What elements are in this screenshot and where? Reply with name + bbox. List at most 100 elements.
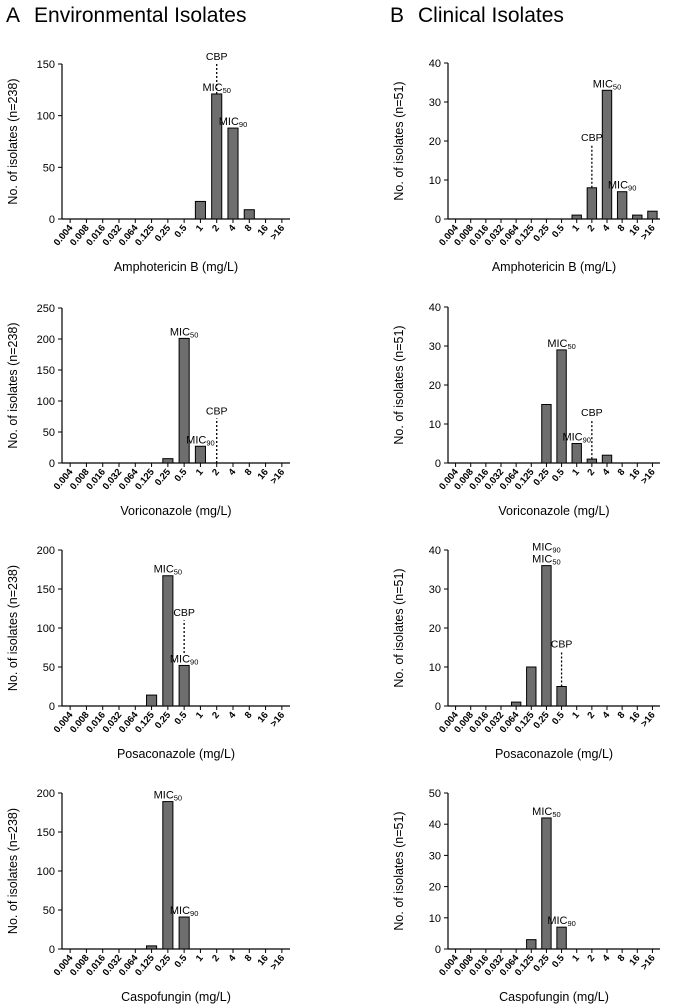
chart-env-pos-ytick-label: 150 xyxy=(37,584,55,596)
chart-env-amb-xtick-label: 4 xyxy=(226,222,238,234)
chart-cli-vor-ytick-label: 30 xyxy=(429,341,441,353)
chart-cli-pos-xtick-label: 0.5 xyxy=(550,709,567,727)
chart-env-vor-xtick-label: 2 xyxy=(210,467,222,478)
chart-cli-cas-ytick-label: 20 xyxy=(429,882,441,894)
chart-env-pos-ytick-label: 200 xyxy=(37,545,55,557)
chart-env-cas-xtick-label: 0.5 xyxy=(173,952,190,970)
chart-env-amb-x-label: Amphotericin B (mg/L) xyxy=(114,260,238,274)
chart-cli-vor-xtick-label: 1 xyxy=(570,466,582,478)
chart-cli-cas-xtick-label: 0.5 xyxy=(550,952,567,970)
chart-env-pos-bar-0.5 xyxy=(178,664,190,707)
chart-cli-vor-y-label: No. of isolates (n=51) xyxy=(392,325,406,444)
chart-env-amb-ytick-label: 50 xyxy=(43,162,55,174)
chart-cli-pos-xtick-label: 4 xyxy=(600,709,612,721)
chart-cli-amb-bar-4 xyxy=(601,89,613,220)
chart-cli-pos-bar-0.064 xyxy=(510,701,522,707)
chart-env-vor-cbp-label: CBP xyxy=(206,405,228,417)
chart-env-vor-ytick-label: 0 xyxy=(49,458,55,470)
chart-env-vor-ytick-label: 200 xyxy=(37,334,55,346)
chart-cli-amb-y-label: No. of isolates (n=51) xyxy=(392,81,406,200)
chart-cli-vor-xtick-label: 2 xyxy=(585,467,597,478)
chart-env-amb-xtick-label: 0.25 xyxy=(153,222,174,244)
panel-b-heading: B Clinical Isolates xyxy=(390,4,564,28)
chart-cli-pos-xtick-label: >16 xyxy=(639,710,658,729)
chart-env-amb-xtick-label: 2 xyxy=(210,223,222,234)
chart-env-pos-xtick-label: 1 xyxy=(194,709,206,721)
chart-env-pos-ytick-label: 50 xyxy=(43,662,55,674)
chart-cli-cas-ytick-label: 0 xyxy=(435,944,441,956)
chart-cli-cas-bar-0.25 xyxy=(541,817,552,950)
chart-env-cas-xtick-label: 2 xyxy=(210,953,222,964)
chart-cli-cas: 010203040500.0040.0080.0160.0320.0640.12… xyxy=(392,788,660,1004)
chart-cli-vor-cbp-label: CBP xyxy=(581,407,603,419)
chart-cli-cas-ytick-label: 40 xyxy=(429,819,441,831)
panel-b-title: Clinical Isolates xyxy=(418,4,564,27)
chart-cli-amb-ytick-label: 0 xyxy=(435,214,441,226)
chart-env-pos-bar-0.25 xyxy=(162,575,174,707)
chart-env-cas-ytick-label: 0 xyxy=(49,944,55,956)
chart-cli-vor-xtick-label: >16 xyxy=(639,467,658,486)
chart-env-vor-ytick-label: 150 xyxy=(37,365,55,377)
chart-env-pos-xtick-label: >16 xyxy=(268,710,287,729)
chart-env-vor-annotation-mic90: MIC90 xyxy=(186,434,215,447)
chart-cli-pos: 0102030400.0040.0080.0160.0320.0640.1250… xyxy=(392,542,660,761)
chart-cli-amb-ytick-label: 10 xyxy=(429,175,441,187)
chart-cli-pos-ytick-label: 10 xyxy=(429,662,441,674)
chart-cli-cas-ytick-label: 10 xyxy=(429,913,441,925)
panel-b-letter: B xyxy=(390,4,405,27)
chart-cli-amb-annotation-mic50: MIC50 xyxy=(593,78,622,91)
chart-env-cas: 0501001502000.0040.0080.0160.0320.0640.1… xyxy=(6,788,290,1004)
chart-env-cas-bar-0.5 xyxy=(178,916,190,950)
chart-env-amb-xtick-label: 1 xyxy=(194,222,206,234)
chart-env-amb-bar-4 xyxy=(227,127,239,220)
chart-cli-amb-bar->16 xyxy=(647,210,658,220)
chart-cli-vor-bar-0.25 xyxy=(541,404,552,464)
chart-cli-cas-xtick-label: 1 xyxy=(570,952,582,964)
chart-env-cas-x-label: Caspofungin (mg/L) xyxy=(121,990,231,1004)
chart-env-amb-ytick-label: 100 xyxy=(37,111,55,123)
chart-cli-amb-xtick-label: 1 xyxy=(570,222,582,234)
chart-env-vor-ytick-label: 50 xyxy=(43,427,55,439)
chart-cli-pos-annotation-mic50: MIC50 xyxy=(532,554,561,567)
chart-cli-cas-ytick-label: 30 xyxy=(429,850,441,862)
chart-cli-vor-bar-4 xyxy=(601,454,613,464)
chart-env-cas-xtick-label: 0.25 xyxy=(153,952,174,974)
chart-cli-amb-ytick-label: 20 xyxy=(429,136,441,148)
chart-cli-vor-xtick-label: 0.5 xyxy=(550,466,567,484)
chart-env-vor-x-label: Voriconazole (mg/L) xyxy=(120,504,231,518)
chart-env-cas-ytick-label: 200 xyxy=(37,788,55,800)
chart-env-pos: 0501001502000.0040.0080.0160.0320.0640.1… xyxy=(6,545,290,761)
chart-env-cas-xtick-label: >16 xyxy=(268,953,287,972)
chart-env-cas-xtick-label: 8 xyxy=(243,953,255,964)
chart-env-amb-ytick-label: 0 xyxy=(49,214,55,226)
chart-env-cas-ytick-label: 150 xyxy=(37,827,55,839)
chart-env-amb: 0501001500.0040.0080.0160.0320.0640.1250… xyxy=(6,51,290,274)
chart-env-pos-xtick-label: 0.25 xyxy=(153,709,174,731)
chart-env-amb-y-label: No. of isolates (n=238) xyxy=(6,78,20,204)
chart-env-vor-xtick-label: 4 xyxy=(226,466,238,478)
chart-env-amb-xtick-label: 0.5 xyxy=(173,222,190,240)
chart-env-cas-bar-0.25 xyxy=(162,801,174,950)
chart-env-vor-ytick-label: 100 xyxy=(37,396,55,408)
panel-a-heading: A Environmental Isolates xyxy=(6,4,246,28)
chart-cli-cas-xtick-label: 8 xyxy=(616,953,628,964)
chart-env-cas-xtick-label: 4 xyxy=(226,952,238,964)
chart-cli-pos-bar-0.125 xyxy=(526,666,537,707)
chart-cli-amb-x-label: Amphotericin B (mg/L) xyxy=(492,260,616,274)
chart-cli-amb-xtick-label: 8 xyxy=(616,223,628,234)
chart-cli-vor-ytick-label: 20 xyxy=(429,380,441,392)
chart-env-pos-xtick-label: 0.5 xyxy=(173,709,190,727)
chart-cli-amb-xtick-label: >16 xyxy=(639,223,658,242)
chart-cli-vor-annotation-mic90: MIC90 xyxy=(562,432,591,445)
chart-cli-cas-x-label: Caspofungin (mg/L) xyxy=(499,990,609,1004)
chart-cli-cas-bar-0.125 xyxy=(526,939,537,950)
chart-env-vor-y-label: No. of isolates (n=238) xyxy=(6,322,20,448)
chart-cli-vor: 0102030400.0040.0080.0160.0320.0640.1250… xyxy=(392,302,660,518)
chart-cli-amb-bar-8 xyxy=(616,191,628,220)
chart-cli-pos-xtick-label: 8 xyxy=(616,710,628,721)
chart-env-pos-xtick-label: 2 xyxy=(210,710,222,721)
chart-cli-pos-xtick-label: 1 xyxy=(570,709,582,721)
chart-cli-pos-ytick-label: 30 xyxy=(429,584,441,596)
chart-env-vor-bar-1 xyxy=(194,445,206,464)
chart-env-amb-annotation-mic50: MIC50 xyxy=(202,82,231,95)
